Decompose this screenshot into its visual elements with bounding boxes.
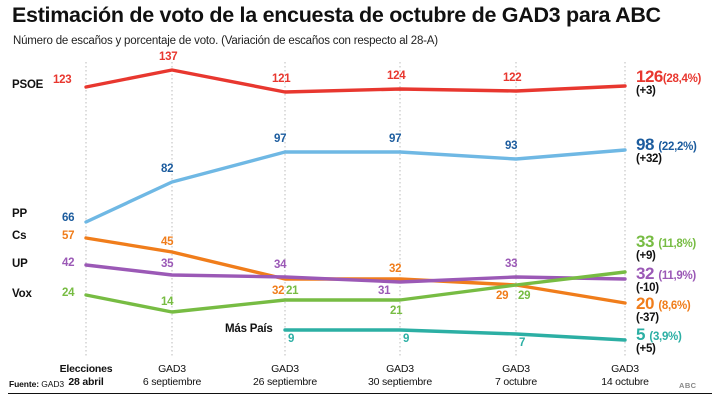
- x-axis-label-5-line1: GAD3: [611, 363, 639, 375]
- end-delta-vox: (+9): [636, 250, 656, 262]
- end-seats-pp: 98: [636, 135, 654, 154]
- datapoint-cs-1: 45: [161, 236, 174, 248]
- datapoint-up-4: 33: [505, 258, 518, 270]
- series-label-maspais: Más País: [225, 323, 273, 335]
- datapoint-maspais-3: 9: [403, 333, 410, 345]
- x-axis-label-3-line1: GAD3: [386, 363, 414, 375]
- datapoint-maspais-2: 9: [288, 333, 295, 345]
- x-axis-label-2-line1: GAD3: [271, 363, 299, 375]
- end-pct-maspais: (3,9%): [649, 331, 682, 343]
- source-note: Fuente: GAD3: [9, 379, 64, 389]
- page-title: Estimación de voto de la encuesta de oct…: [12, 3, 661, 27]
- end-seats-psoe: 126: [636, 67, 663, 86]
- end-value-pp: 98 (22,2%) (+32): [636, 135, 697, 165]
- datapoint-psoe-1: 137: [159, 51, 178, 63]
- datapoint-psoe-3: 124: [387, 70, 406, 82]
- end-pct-cs: (8,6%): [658, 300, 691, 312]
- end-delta-cs: (-37): [636, 312, 659, 324]
- series-label-pp: PP: [12, 208, 27, 220]
- end-pct-pp: (22,2%): [658, 141, 697, 153]
- x-axis-label-0: Elecciones 28 abril: [26, 363, 146, 389]
- end-pct-vox: (11,8%): [658, 238, 696, 250]
- end-pct-up: (11,9%): [658, 270, 696, 282]
- datapoint-vox-3: 21: [390, 305, 403, 317]
- datapoint-pp-0: 66: [62, 212, 75, 224]
- datapoint-psoe-2: 121: [272, 73, 291, 85]
- datapoint-up-1: 35: [161, 258, 174, 270]
- end-delta-psoe: (+3): [636, 85, 656, 97]
- datapoint-psoe-0: 123: [53, 74, 72, 86]
- series-line-vox: [84, 270, 627, 314]
- x-axis-label-5-line2: 14 octubre: [601, 376, 649, 389]
- x-axis-label-1-line2: 6 septiembre: [142, 376, 202, 389]
- series-line-pp: [84, 148, 627, 224]
- datapoint-cs-3: 32: [389, 263, 402, 275]
- gridlines: [85, 62, 626, 358]
- end-seats-up: 32: [636, 264, 654, 283]
- end-delta-maspais: (+5): [636, 343, 656, 355]
- datapoint-maspais-4: 7: [519, 337, 526, 349]
- datapoint-cs-2: 32: [272, 285, 285, 297]
- bottom-rule: [8, 393, 712, 394]
- series-label-vox: Vox: [12, 288, 32, 300]
- x-axis-label-3-line2: 30 septiembre: [368, 376, 432, 389]
- datapoint-up-2: 34: [274, 259, 287, 271]
- datapoint-psoe-4: 122: [503, 72, 522, 84]
- x-axis-label-3: GAD3 30 septiembre: [340, 363, 460, 389]
- x-axis-label-1-line1: GAD3: [158, 363, 186, 375]
- datapoint-pp-3: 97: [389, 133, 402, 145]
- x-axis-label-4-line2: 7 octubre: [495, 376, 537, 389]
- datapoint-vox-4: 29: [518, 290, 531, 302]
- series-label-psoe: PSOE: [12, 79, 44, 91]
- x-axis-label-0-line2: 28 abril: [68, 376, 104, 389]
- series-line-maspais: [283, 328, 627, 342]
- end-value-psoe: 126(28,4%) (+3): [636, 67, 701, 97]
- end-seats-vox: 33: [636, 232, 654, 251]
- abc-logo: ABC: [679, 381, 697, 390]
- end-value-vox: 33 (11,8%) (+9): [636, 232, 696, 262]
- series-line-up: [84, 263, 627, 284]
- datapoint-vox-2: 21: [286, 285, 299, 297]
- x-axis-label-4: GAD3 7 octubre: [456, 363, 576, 389]
- end-value-cs: 20 (8,6%) (-37): [636, 294, 691, 324]
- source-label: Fuente:: [9, 379, 39, 389]
- end-delta-up: (-10): [636, 282, 659, 294]
- end-pct-psoe: (28,4%): [662, 73, 702, 85]
- datapoint-vox-1: 14: [161, 296, 174, 308]
- datapoint-pp-1: 82: [161, 163, 174, 175]
- datapoint-up-0: 42: [62, 257, 75, 269]
- x-axis-label-1: GAD3 6 septiembre: [112, 363, 232, 389]
- datapoint-pp-4: 93: [505, 140, 518, 152]
- x-axis-label-5: GAD3 14 octubre: [565, 363, 685, 389]
- end-seats-maspais: 5: [636, 325, 645, 344]
- datapoint-cs-4: 29: [496, 290, 509, 302]
- x-axis-label-2-line2: 26 septiembre: [253, 376, 317, 389]
- end-value-up: 32 (11,9%) (-10): [636, 264, 696, 294]
- end-value-maspais: 5 (3,9%) (+5): [636, 325, 682, 355]
- series-label-up: UP: [12, 258, 28, 270]
- x-axis-label-4-line1: GAD3: [502, 363, 530, 375]
- x-axis-label-0-line1: Elecciones: [59, 363, 113, 375]
- source-value: GAD3: [41, 379, 65, 389]
- series-line-psoe: [84, 68, 627, 94]
- page-subtitle: Número de escaños y porcentaje de voto. …: [13, 35, 438, 47]
- end-seats-cs: 20: [636, 294, 654, 313]
- datapoint-vox-0: 24: [62, 287, 75, 299]
- end-delta-pp: (+32): [636, 153, 662, 165]
- datapoint-cs-0: 57: [62, 230, 75, 242]
- x-axis-label-2: GAD3 26 septiembre: [225, 363, 345, 389]
- datapoint-pp-2: 97: [274, 133, 287, 145]
- series-label-cs: Cs: [12, 230, 27, 242]
- datapoint-up-3: 31: [378, 285, 391, 297]
